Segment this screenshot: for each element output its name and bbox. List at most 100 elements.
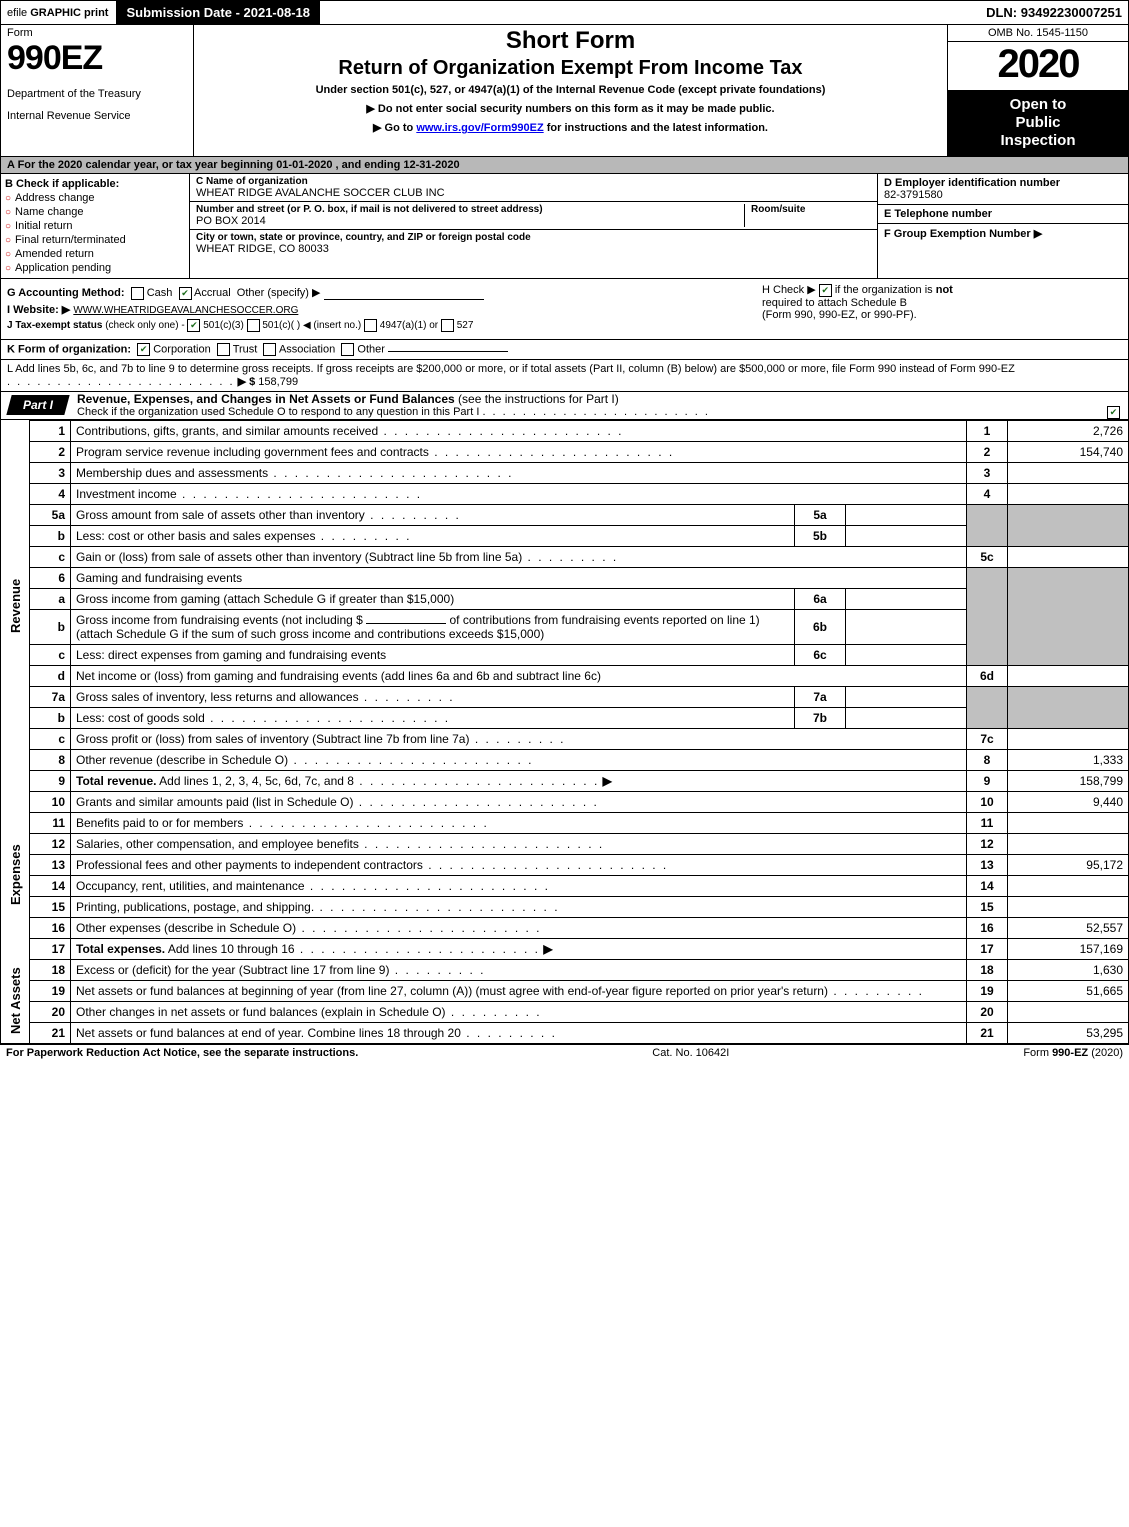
l6d-amt bbox=[1008, 665, 1129, 686]
l5a-sa bbox=[846, 504, 967, 525]
chk-501c3[interactable]: ✔ bbox=[187, 319, 200, 332]
l7a-desc: Gross sales of inventory, less returns a… bbox=[71, 686, 795, 707]
l1-num: 1 bbox=[30, 420, 71, 441]
l7b-num: b bbox=[30, 707, 71, 728]
l15-desc: Printing, publications, postage, and shi… bbox=[71, 896, 967, 917]
l11-dots bbox=[243, 816, 488, 830]
chk-corp[interactable]: ✔ bbox=[137, 343, 150, 356]
l6d-rn: 6d bbox=[967, 665, 1008, 686]
l18-num: 18 bbox=[30, 959, 71, 980]
k-assoc: Association bbox=[279, 343, 335, 355]
l7b-desc-text: Less: cost of goods sold bbox=[76, 711, 205, 725]
submission-label: Submission Date - bbox=[126, 5, 243, 20]
l-arrow: ▶ $ bbox=[238, 376, 256, 388]
room-label: Room/suite bbox=[751, 204, 871, 215]
header-left: Form 990EZ Department of the Treasury In… bbox=[1, 25, 194, 156]
l6b-blank[interactable] bbox=[366, 623, 446, 624]
h-line2: required to attach Schedule B bbox=[762, 297, 1122, 309]
open-line1: Open to bbox=[952, 96, 1124, 114]
l16-num: 16 bbox=[30, 917, 71, 938]
org-city: WHEAT RIDGE, CO 80033 bbox=[196, 243, 531, 255]
l6a-sn: 6a bbox=[795, 588, 846, 609]
k-other-line[interactable] bbox=[388, 351, 508, 352]
chk-assoc[interactable] bbox=[263, 343, 276, 356]
l2-dots bbox=[429, 445, 674, 459]
line-7b: b Less: cost of goods sold 7b bbox=[1, 707, 1129, 728]
chk-schedule-o[interactable]: ✔ bbox=[1107, 406, 1120, 419]
l18-dots bbox=[389, 963, 485, 977]
c-city-row: City or town, state or province, country… bbox=[190, 230, 877, 257]
chk-name-change[interactable]: Name change bbox=[5, 206, 185, 218]
line-11: 11 Benefits paid to or for members 11 bbox=[1, 812, 1129, 833]
footer-left: For Paperwork Reduction Act Notice, see … bbox=[6, 1047, 358, 1059]
l15-desc-text: Printing, publications, postage, and shi… bbox=[76, 900, 314, 914]
l10-desc: Grants and similar amounts paid (list in… bbox=[71, 791, 967, 812]
efile-graphic: GRAPHIC bbox=[30, 7, 84, 19]
g-cash: Cash bbox=[147, 287, 173, 299]
g-label: G Accounting Method: bbox=[7, 287, 125, 299]
submission-date: 2021-08-18 bbox=[244, 5, 311, 20]
h-line3: (Form 990, 990-EZ, or 990-PF). bbox=[762, 309, 1122, 321]
dln-value: 93492230007251 bbox=[1021, 5, 1122, 20]
l20-dots bbox=[446, 1005, 542, 1019]
g-other-line[interactable] bbox=[324, 299, 484, 300]
line-10: Expenses 10 Grants and similar amounts p… bbox=[1, 791, 1129, 812]
chk-501c[interactable] bbox=[247, 319, 260, 332]
l5a-desc: Gross amount from sale of assets other t… bbox=[71, 504, 795, 525]
line-21: 21 Net assets or fund balances at end of… bbox=[1, 1022, 1129, 1043]
l14-rn: 14 bbox=[967, 875, 1008, 896]
l5b-sn: 5b bbox=[795, 525, 846, 546]
d-label: D Employer identification number bbox=[884, 177, 1122, 189]
line-12: 12 Salaries, other compensation, and emp… bbox=[1, 833, 1129, 854]
chk-address-change[interactable]: Address change bbox=[5, 192, 185, 204]
efile-print[interactable]: print bbox=[84, 7, 108, 19]
l11-desc-text: Benefits paid to or for members bbox=[76, 816, 243, 830]
l6-desc: Gaming and fundraising events bbox=[71, 567, 967, 588]
irs-link[interactable]: www.irs.gov/Form990EZ bbox=[416, 122, 543, 134]
l-dots bbox=[7, 376, 235, 388]
l6b-sa bbox=[846, 609, 967, 644]
line-6b: b Gross income from fundraising events (… bbox=[1, 609, 1129, 644]
side-revenue: Revenue bbox=[1, 420, 30, 791]
l13-desc-text: Professional fees and other payments to … bbox=[76, 858, 423, 872]
chk-initial-return[interactable]: Initial return bbox=[5, 220, 185, 232]
l4-dots bbox=[177, 487, 422, 501]
l2-rn: 2 bbox=[967, 441, 1008, 462]
chk-application-pending[interactable]: Application pending bbox=[5, 262, 185, 274]
i-label: I Website: ▶ bbox=[7, 304, 70, 316]
chk-h[interactable]: ✔ bbox=[819, 284, 832, 297]
l4-desc-text: Investment income bbox=[76, 487, 177, 501]
line-20: 20 Other changes in net assets or fund b… bbox=[1, 1001, 1129, 1022]
l2-num: 2 bbox=[30, 441, 71, 462]
l3-desc: Membership dues and assessments bbox=[71, 462, 967, 483]
grey-6b bbox=[1008, 567, 1129, 665]
chk-4947[interactable] bbox=[364, 319, 377, 332]
line-18: Net Assets 18 Excess or (deficit) for th… bbox=[1, 959, 1129, 980]
l8-rn: 8 bbox=[967, 749, 1008, 770]
footer-right-post: (2020) bbox=[1088, 1047, 1123, 1059]
line-5b: b Less: cost or other basis and sales ex… bbox=[1, 525, 1129, 546]
website-link[interactable]: WWW.WHEATRIDGEAVALANCHESOCCER.ORG bbox=[73, 305, 298, 316]
l10-rn: 10 bbox=[967, 791, 1008, 812]
l5c-num: c bbox=[30, 546, 71, 567]
l15-num: 15 bbox=[30, 896, 71, 917]
omb-number: OMB No. 1545-1150 bbox=[948, 25, 1128, 42]
l16-amt: 52,557 bbox=[1008, 917, 1129, 938]
goto-post: for instructions and the latest informat… bbox=[544, 122, 768, 134]
chk-final-return[interactable]: Final return/terminated bbox=[5, 234, 185, 246]
l11-num: 11 bbox=[30, 812, 71, 833]
l19-num: 19 bbox=[30, 980, 71, 1001]
chk-other-org[interactable] bbox=[341, 343, 354, 356]
chk-accrual[interactable]: ✔ bbox=[179, 287, 192, 300]
h-not: not bbox=[936, 284, 953, 296]
l13-desc: Professional fees and other payments to … bbox=[71, 854, 967, 875]
l2-desc: Program service revenue including govern… bbox=[71, 441, 967, 462]
chk-527[interactable] bbox=[441, 319, 454, 332]
l3-num: 3 bbox=[30, 462, 71, 483]
side-net-assets: Net Assets bbox=[1, 959, 30, 1043]
chk-amended-return[interactable]: Amended return bbox=[5, 248, 185, 260]
l5c-dots bbox=[522, 550, 618, 564]
chk-cash[interactable] bbox=[131, 287, 144, 300]
l6c-sn: 6c bbox=[795, 644, 846, 665]
chk-trust[interactable] bbox=[217, 343, 230, 356]
